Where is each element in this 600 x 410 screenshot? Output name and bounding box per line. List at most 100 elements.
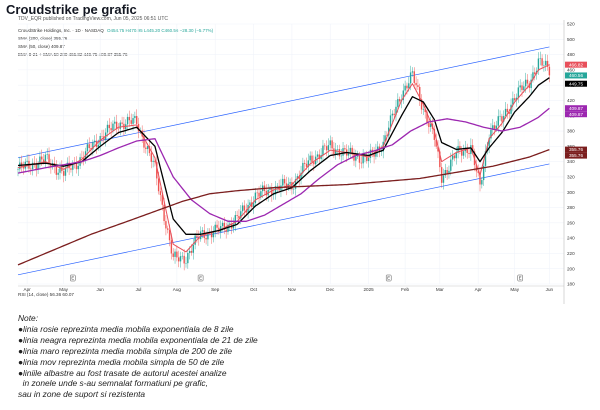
candle-body (170, 240, 173, 254)
candle-body (479, 172, 481, 185)
candle-body (260, 191, 262, 197)
candle-body (121, 122, 123, 124)
candle-body (471, 145, 474, 152)
candle-body (413, 71, 415, 83)
legend-sma200[interactable]: SMA (200, close) 355.76 (18, 36, 68, 41)
candle-body (163, 204, 165, 222)
candle-body (331, 140, 333, 149)
candle-body (256, 192, 258, 194)
candle-body (112, 123, 114, 131)
candle-body (243, 205, 246, 211)
candle-body (311, 155, 313, 163)
candle-body (384, 135, 386, 142)
candle-body (349, 147, 352, 153)
candle-body (115, 121, 118, 129)
candle-body (41, 156, 43, 160)
candle-body (181, 255, 184, 257)
candle-body (386, 135, 388, 136)
price-label: 466.82 (569, 62, 583, 67)
candle-body (130, 120, 132, 124)
x-tick-label: Sep (211, 287, 220, 292)
candle-body (72, 162, 74, 170)
candle-body (238, 215, 240, 219)
candle-body (356, 155, 359, 157)
candle-body (461, 149, 463, 156)
x-tick-label: May (510, 287, 519, 292)
earnings-marker (70, 274, 76, 282)
candle-body (446, 170, 448, 174)
candle-body (335, 149, 337, 155)
candle-body (344, 148, 346, 150)
candle-body (64, 167, 67, 176)
candle-body (422, 109, 425, 110)
candle-body (167, 228, 169, 230)
candle-body (442, 175, 445, 183)
candle-body (291, 182, 293, 190)
candle-body (409, 72, 412, 84)
x-tick-label: Nov (288, 287, 297, 292)
candle-body (252, 203, 255, 207)
x-tick-label: Feb (401, 287, 409, 292)
candle-body (42, 159, 45, 162)
y-tick-label: 300 (567, 190, 575, 195)
candle-body (307, 160, 310, 167)
candle-body (539, 58, 541, 59)
note-line: in zonele unde s-au semnalat formatiuni … (18, 378, 208, 389)
candle-body (524, 79, 527, 87)
price-label-box (565, 111, 587, 118)
candle-body (221, 222, 224, 227)
note-line: ●linia mov reprezinta media mobila simpl… (18, 356, 225, 367)
x-tick-label: Mar (436, 287, 444, 292)
earnings-marker-label: E (519, 276, 522, 281)
candle-body (466, 147, 468, 153)
candle-body (435, 139, 437, 147)
candle-body (93, 140, 96, 143)
note-line: ●linia maro reprezinta media mobila simp… (18, 345, 233, 356)
candle-body (62, 171, 65, 176)
y-tick-label: 520 (567, 22, 575, 27)
earnings-marker-label: E (387, 276, 390, 281)
candle-body (428, 123, 430, 128)
candle-body (453, 155, 456, 159)
candle-body (503, 116, 505, 122)
series-line-ema-21 (17, 77, 550, 235)
candle-body (404, 85, 406, 91)
candle-body (128, 116, 131, 121)
candle-body (437, 146, 439, 152)
candle-body (362, 155, 364, 164)
candle-body (214, 224, 216, 233)
candle-body (83, 157, 85, 160)
candle-body (543, 65, 545, 66)
candle-body (22, 166, 25, 169)
candle-body (148, 146, 151, 154)
x-axis: Apr May Jun Jul Aug Sep Oct Nov Dec 2025 Feb Mar Apr… (24, 287, 554, 292)
y-tick-label: 360 (567, 144, 575, 149)
candle-body (245, 210, 247, 213)
candle-body (455, 152, 457, 159)
legend-sma50[interactable]: SMA (50, close) 409.87 (18, 44, 65, 49)
candle-body (265, 190, 268, 196)
channel-lines (17, 46, 550, 276)
candle-body (322, 145, 324, 155)
candle-body (145, 147, 147, 150)
candle-body (417, 85, 419, 87)
candle-body (450, 159, 452, 171)
candle-body (481, 180, 483, 185)
candle-body (546, 60, 549, 67)
candle-body (424, 109, 426, 113)
price-chart[interactable]: 1802002202402602803003203403603804004204… (0, 0, 600, 310)
candle-body (179, 256, 182, 262)
candle-body (50, 163, 52, 168)
candle-body (486, 146, 489, 152)
candle-body (205, 238, 207, 240)
candle-body (282, 178, 284, 186)
candle-body (223, 222, 226, 230)
candle-body (177, 257, 180, 262)
candle-body (541, 58, 543, 66)
price-label-box (565, 61, 587, 68)
y-tick-label: 380 (567, 129, 575, 134)
candle-body (271, 188, 273, 196)
candle-body (92, 142, 94, 150)
legend-symbol-row[interactable]: CrowdStrike Holdings, Inc. · 1D · NASDAQ… (18, 27, 215, 35)
